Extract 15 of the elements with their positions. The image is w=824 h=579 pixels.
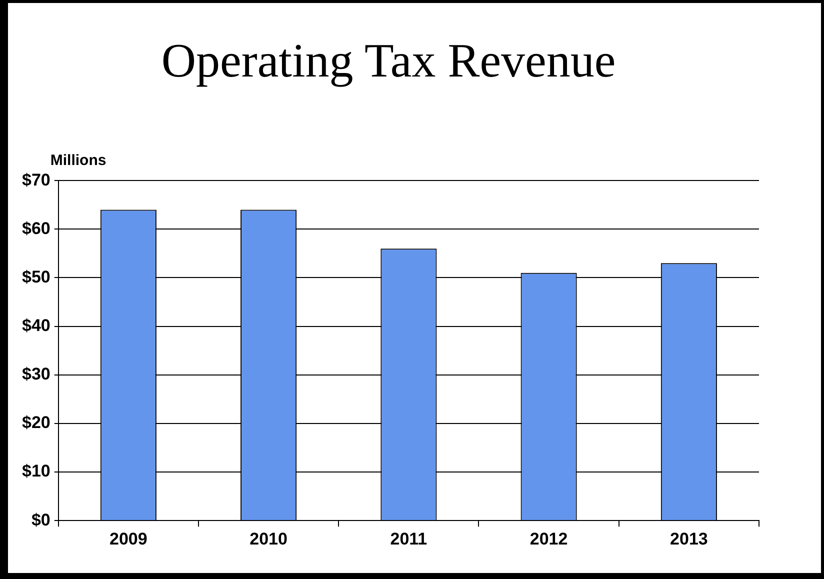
y-tick-label: $40 xyxy=(22,316,50,335)
x-tick-label: 2010 xyxy=(250,529,288,548)
y-tick-label: $20 xyxy=(22,413,50,432)
x-tick-label: 2012 xyxy=(530,529,568,548)
chart-title: Operating Tax Revenue xyxy=(161,34,616,88)
y-tick-label: $10 xyxy=(22,462,50,481)
y-tick-label: $0 xyxy=(31,510,50,530)
y-axis-title: Millions xyxy=(50,152,106,170)
y-tick-label: $60 xyxy=(22,218,50,238)
x-tick-label: 2009 xyxy=(110,529,148,548)
y-tick-label: $70 xyxy=(22,170,50,190)
x-tick-label: 2011 xyxy=(390,529,428,548)
y-tick-label: $50 xyxy=(22,267,50,286)
y-tick-label: $30 xyxy=(22,364,50,384)
x-tick-label: 2013 xyxy=(670,529,708,548)
